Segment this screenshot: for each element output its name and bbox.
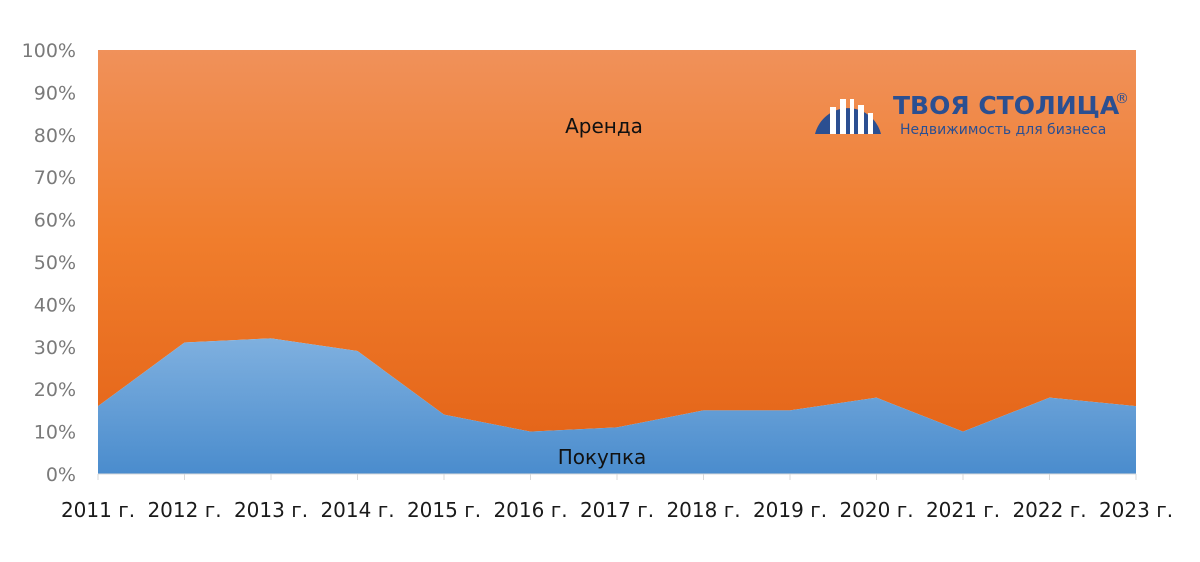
x-tick-label: 2014 г. (320, 498, 394, 522)
y-tick-label: 50% (34, 252, 76, 274)
brand-logo: ТВОЯ СТОЛИЦА ® Недвижимость для бизнеса (815, 91, 1129, 138)
y-tick-label: 0% (46, 464, 76, 486)
x-tick-label: 2012 г. (147, 498, 221, 522)
x-axis: 2011 г. 2012 г. 2013 г. 2014 г. 2015 г. 2016 … (61, 474, 1173, 522)
x-tick-label: 2021 г. (926, 498, 1000, 522)
x-tick-label: 2016 г. (493, 498, 567, 522)
x-tick-label: 2015 г. (407, 498, 481, 522)
y-tick-label: 70% (34, 167, 76, 189)
x-tick-label: 2022 г. (1012, 498, 1086, 522)
y-tick-label: 10% (34, 422, 76, 444)
x-tick-label: 2017 г. (580, 498, 654, 522)
logo-tagline: Недвижимость для бизнеса (900, 122, 1106, 138)
series-area-arenda (98, 50, 1136, 432)
x-tick-label: 2020 г. (839, 498, 913, 522)
x-tick-label: 2011 г. (61, 498, 135, 522)
x-tick-label: 2023 г. (1099, 498, 1173, 522)
building-icon (815, 99, 881, 134)
y-tick-label: 90% (34, 82, 76, 104)
y-tick-label: 40% (34, 294, 76, 316)
series-label-arenda: Аренда (565, 114, 643, 138)
series-label-pokupka: Покупка (558, 445, 647, 469)
y-tick-label: 80% (34, 125, 76, 147)
x-tick-label: 2013 г. (234, 498, 308, 522)
series-area-pokupka (98, 338, 1136, 474)
y-tick-label: 30% (34, 337, 76, 359)
y-axis: 0% 10% 20% 30% 40% 50% 60% 70% 80% 90% 100% (22, 40, 76, 486)
logo-name: ТВОЯ СТОЛИЦА (893, 91, 1120, 120)
y-tick-label: 60% (34, 210, 76, 232)
y-tick-label: 100% (22, 40, 76, 62)
x-tick-label: 2018 г. (666, 498, 740, 522)
y-tick-label: 20% (34, 379, 76, 401)
x-tick-label: 2019 г. (753, 498, 827, 522)
logo-registered-mark: ® (1115, 91, 1129, 107)
